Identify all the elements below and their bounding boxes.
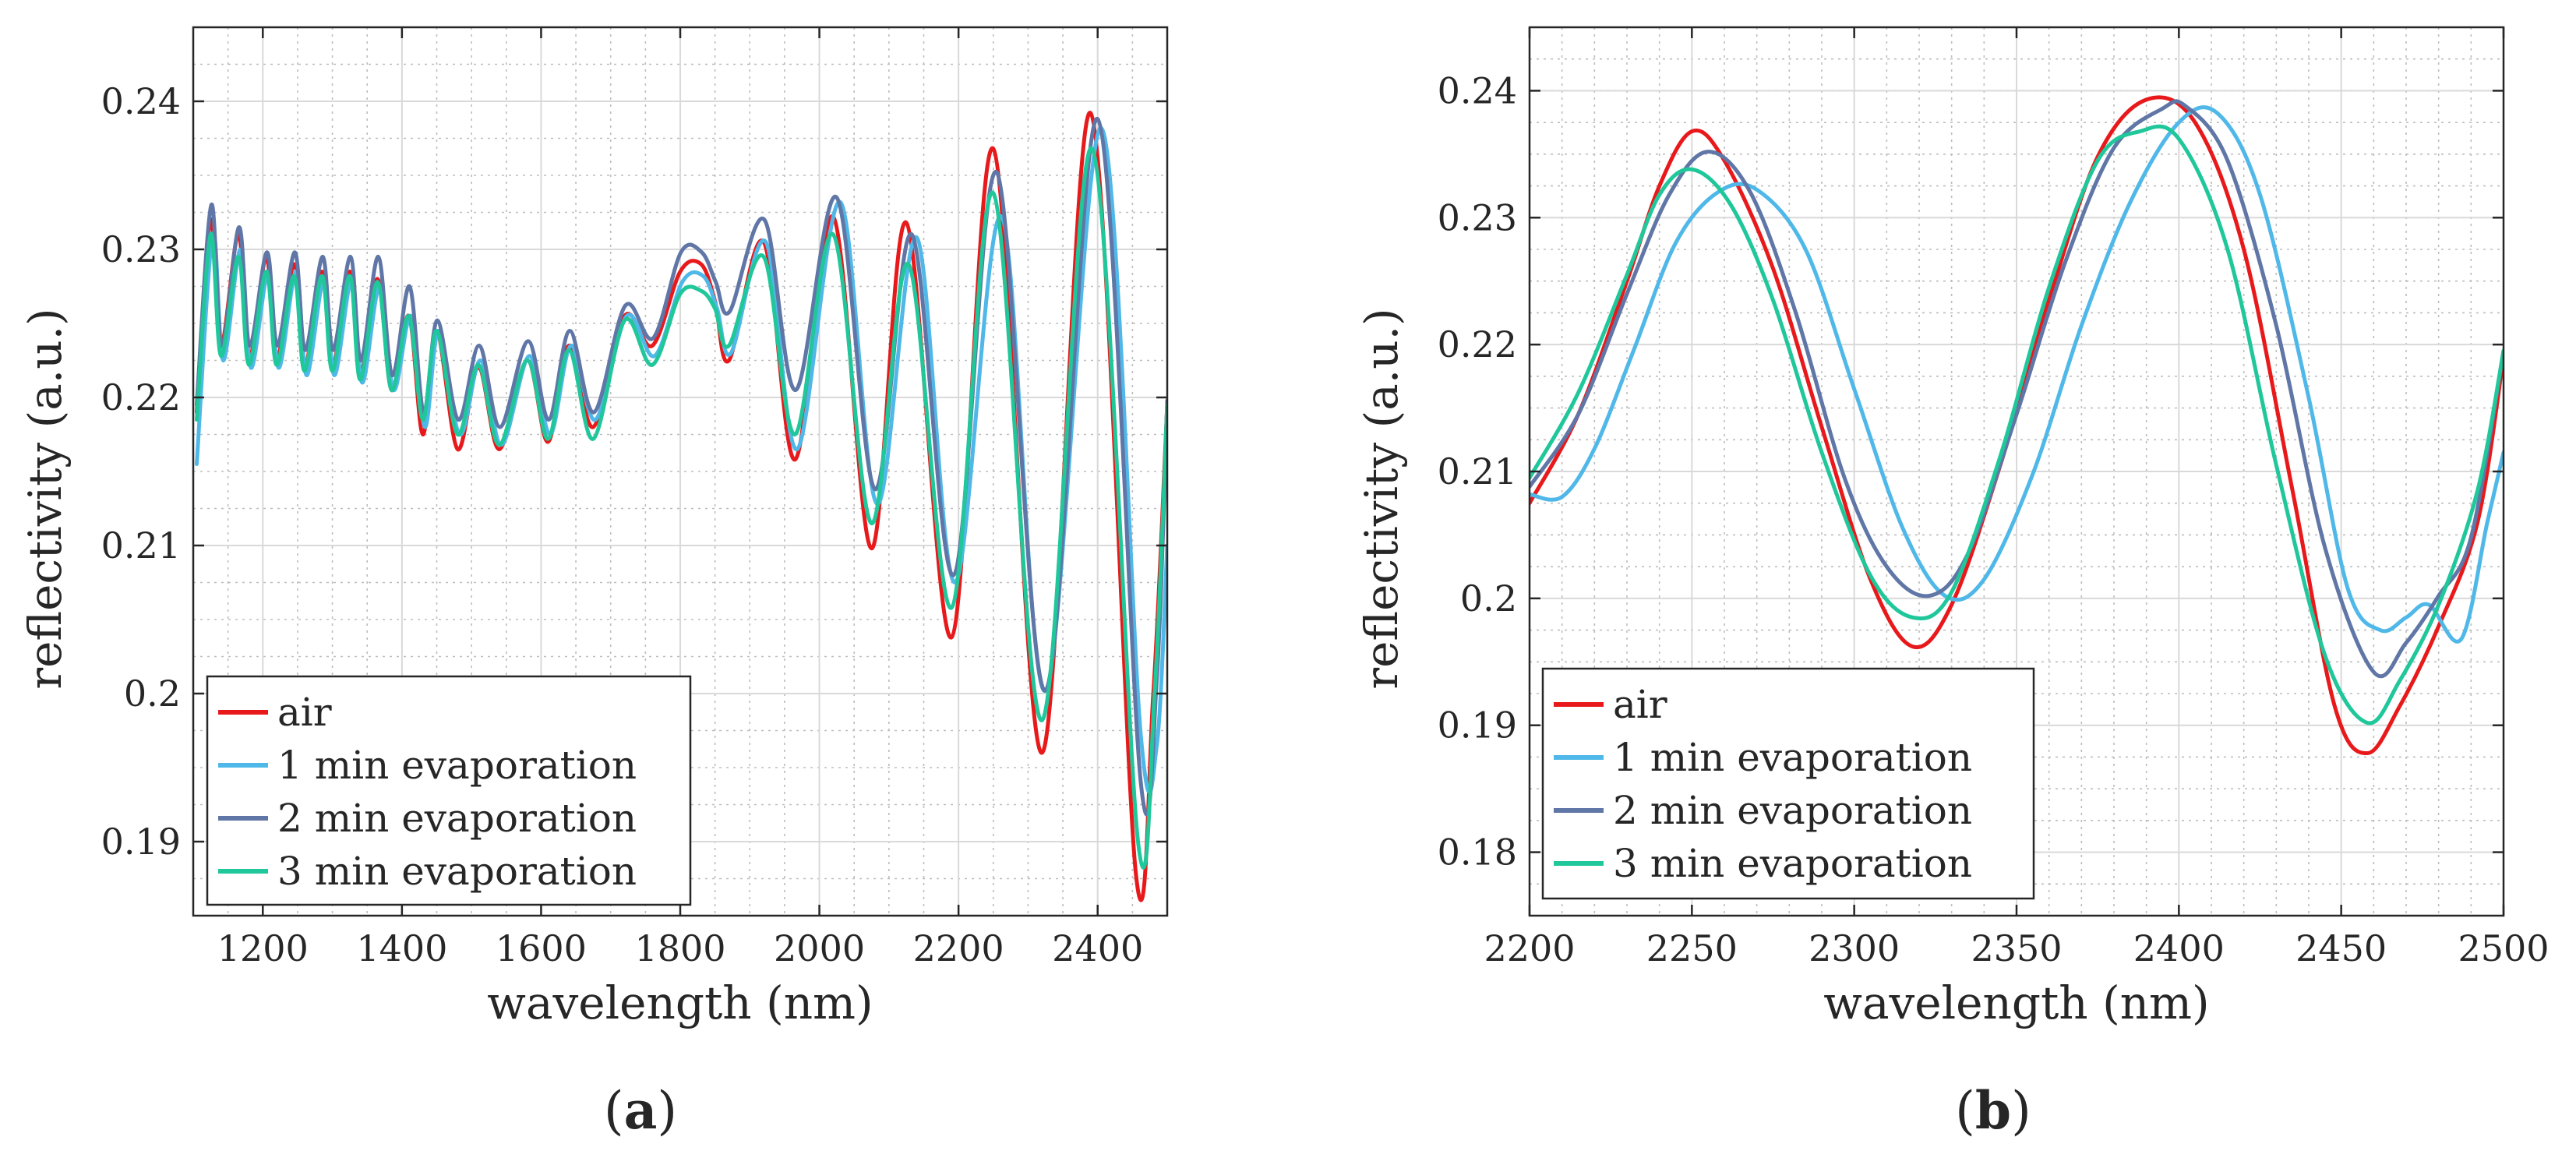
legend-box-a — [206, 675, 692, 906]
y-tick-label: 0.21 — [101, 524, 181, 567]
legend-label-evap3: 3 min evaporation — [277, 849, 637, 894]
y-tick-label: 0.2 — [1460, 577, 1517, 620]
x-axis-label-b: wavelength (nm) — [1823, 976, 2209, 1029]
series-line-evap3-b — [1530, 124, 2504, 726]
series-line-evap2-b — [1530, 99, 2504, 679]
legend-label-air: air — [277, 690, 332, 735]
y-axis-label-a: reflectivity (a.u.) — [19, 308, 72, 689]
series-group-a — [194, 111, 1167, 902]
y-tick-label: 0.19 — [101, 821, 181, 863]
y-tick-label: 0.19 — [1438, 704, 1517, 747]
legend-label-evap3: 3 min evaporation — [1613, 841, 1972, 886]
x-axis-label-a: wavelength (nm) — [487, 976, 873, 1029]
panel-label-b: (b) — [1955, 1080, 2031, 1141]
x-tick-label: 2000 — [774, 927, 865, 969]
x-tick-label: 1800 — [634, 927, 725, 969]
y-tick-label: 0.22 — [101, 376, 181, 418]
x-tick-label: 1600 — [496, 927, 587, 969]
x-tick-label: 2400 — [2133, 927, 2225, 969]
x-tick-label: 2450 — [2295, 927, 2387, 969]
x-tick-label: 1400 — [356, 927, 447, 969]
y-axis-label-b: reflectivity (a.u.) — [1355, 308, 1408, 689]
legend-label-evap1: 1 min evaporation — [277, 743, 637, 788]
y-tick-label: 0.22 — [1438, 323, 1517, 365]
y-tick-label: 0.18 — [1438, 831, 1517, 874]
y-tick-label: 0.2 — [124, 673, 181, 715]
panel-label-b-open: ( — [1955, 1081, 1975, 1141]
x-tick-label: 1200 — [217, 927, 309, 969]
legend-box-b — [1541, 667, 2035, 900]
series-line-air-b — [1530, 95, 2504, 756]
legend-a: air 1 min evaporation 2 min evaporation 3 m… — [206, 675, 692, 906]
panel-label-a-letter: a — [624, 1080, 658, 1141]
legend-label-air: air — [1613, 682, 1667, 727]
legend-label-evap1: 1 min evaporation — [1613, 735, 1972, 780]
panel-label-a-close: ) — [657, 1081, 677, 1141]
ticks-a: 0.19 0.2 0.21 0.22 0.23 0.24 1200 1400 1600 1800 2… — [101, 27, 1167, 969]
chart-b: 0.18 0.19 0.2 0.21 0.22 0.23 0.24 2200 2250 2300 2… — [1355, 26, 2550, 1029]
y-tick-label: 0.24 — [101, 80, 181, 122]
y-tick-label: 0.21 — [1438, 450, 1517, 493]
series-line-evap1-b — [1530, 105, 2504, 644]
panel-label-a: (a) — [604, 1080, 677, 1141]
series-line-evap2-a — [194, 117, 1167, 817]
series-group-b — [1530, 95, 2504, 756]
x-tick-label: 2300 — [1808, 927, 1900, 969]
panel-label-a-open: ( — [604, 1081, 624, 1141]
x-tick-label: 2200 — [1484, 927, 1575, 969]
x-tick-label: 2250 — [1646, 927, 1738, 969]
x-tick-label: 2200 — [913, 927, 1004, 969]
y-tick-label: 0.23 — [1438, 196, 1517, 238]
legend-b: air 1 min evaporation 2 min evaporation 3 m… — [1541, 667, 2035, 900]
x-tick-label: 2350 — [1971, 927, 2062, 969]
series-line-evap3-a — [194, 147, 1167, 870]
y-tick-label: 0.24 — [1438, 69, 1517, 111]
chart-a: 0.19 0.2 0.21 0.22 0.23 0.24 1200 1400 1600 1800 2… — [19, 26, 1169, 1029]
legend-label-evap2: 2 min evaporation — [277, 796, 637, 841]
panel-label-b-close: ) — [2011, 1081, 2031, 1141]
legend-label-evap2: 2 min evaporation — [1613, 788, 1972, 833]
ticks-b: 0.18 0.19 0.2 0.21 0.22 0.23 0.24 2200 2250 2300 2… — [1438, 27, 2550, 969]
x-tick-label: 2500 — [2458, 927, 2549, 969]
panel-label-b-letter: b — [1975, 1080, 2011, 1141]
y-tick-label: 0.23 — [101, 228, 181, 270]
x-tick-label: 2400 — [1052, 927, 1143, 969]
